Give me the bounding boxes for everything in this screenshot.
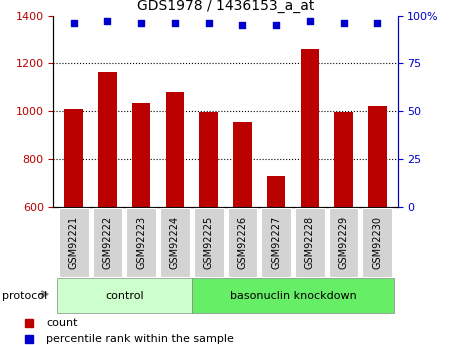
Text: control: control [105, 291, 144, 301]
Text: GSM92229: GSM92229 [339, 216, 349, 269]
Bar [160, 208, 190, 277]
Bar [261, 208, 291, 277]
Bar [166, 92, 184, 207]
Text: GSM92228: GSM92228 [305, 216, 315, 269]
Bar [194, 208, 224, 277]
Text: GSM92221: GSM92221 [69, 216, 79, 269]
Point [239, 22, 246, 28]
Bar [267, 176, 286, 207]
Text: GSM92227: GSM92227 [271, 216, 281, 269]
Text: GSM92225: GSM92225 [204, 216, 213, 269]
Bar [65, 109, 83, 207]
Point [373, 20, 381, 26]
Bar [126, 208, 156, 277]
Text: GSM92226: GSM92226 [238, 216, 247, 269]
Point [70, 20, 78, 26]
Point [171, 20, 179, 26]
Bar [57, 278, 192, 313]
Bar [199, 112, 218, 207]
Text: basonuclin knockdown: basonuclin knockdown [230, 291, 356, 301]
Bar [295, 208, 325, 277]
Point [138, 20, 145, 26]
Bar [93, 208, 122, 277]
Point [306, 19, 313, 24]
Text: percentile rank within the sample: percentile rank within the sample [46, 334, 234, 344]
Bar [192, 278, 394, 313]
Point [104, 19, 111, 24]
Text: protocol: protocol [2, 291, 47, 301]
Bar [227, 208, 257, 277]
Title: GDS1978 / 1436153_a_at: GDS1978 / 1436153_a_at [137, 0, 314, 13]
Bar [233, 122, 252, 207]
Bar [132, 104, 151, 207]
Bar [334, 112, 353, 207]
Bar [98, 72, 117, 207]
Point [340, 20, 347, 26]
Bar [368, 106, 386, 207]
Text: GSM92223: GSM92223 [136, 216, 146, 269]
Text: GSM92224: GSM92224 [170, 216, 180, 269]
Bar [329, 208, 359, 277]
Bar [363, 208, 392, 277]
Point [272, 22, 280, 28]
Text: GSM92222: GSM92222 [102, 216, 113, 269]
Point [205, 20, 213, 26]
Text: GSM92230: GSM92230 [372, 216, 382, 269]
Bar [300, 49, 319, 207]
Text: count: count [46, 318, 78, 328]
Bar [59, 208, 88, 277]
